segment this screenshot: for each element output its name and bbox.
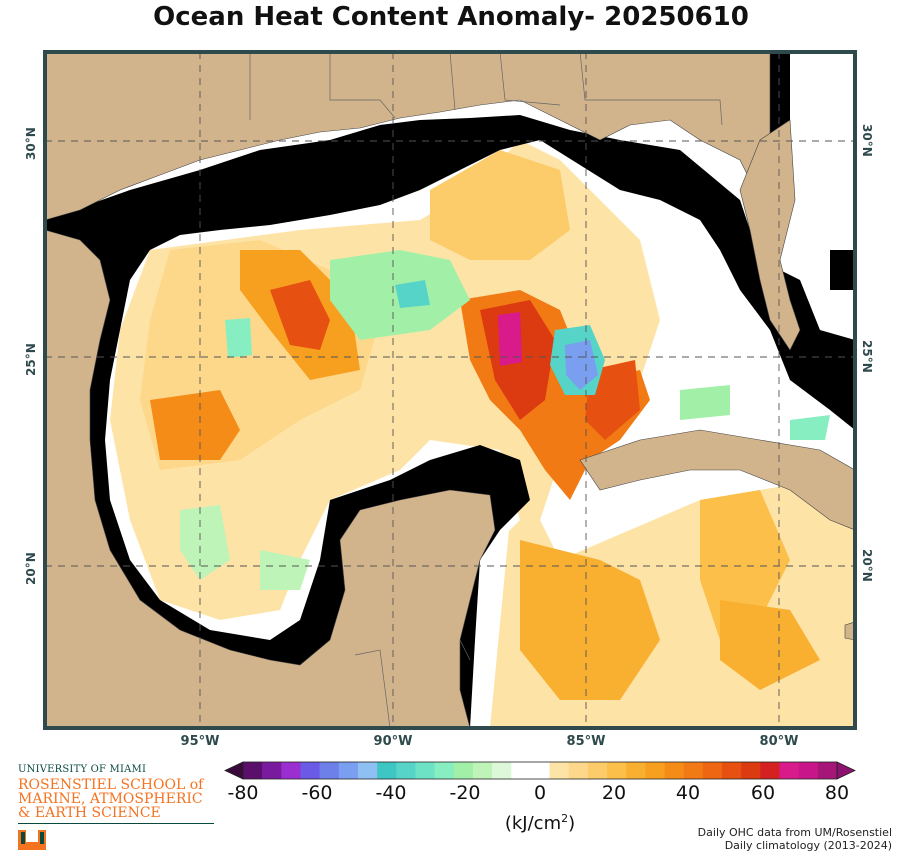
colorbar-swatch: [319, 762, 340, 779]
lat-label-25n-right: 25°N: [860, 340, 874, 373]
colorbar-swatch: [338, 762, 359, 779]
colorbar-swatch: [741, 762, 761, 779]
colorbar-swatch: [492, 762, 512, 779]
lat-label-30n-left: 30°N: [24, 127, 38, 160]
graticule: [45, 52, 855, 728]
colorbar-swatch: [568, 762, 589, 779]
map-title: Ocean Heat Content Anomaly- 20250610: [153, 2, 749, 32]
lon-label-85w: 85°W: [566, 734, 606, 749]
colorbar-swatch: [357, 762, 378, 779]
colorbar-arrow-high: [836, 761, 856, 780]
school-name: ROSENSTIEL SCHOOL of MARINE, ATMOSPHERIC…: [18, 777, 204, 821]
map-frame: [43, 50, 857, 730]
colorbar-arrow-low: [224, 761, 244, 780]
colorbar-units: (kJ/cm2): [504, 812, 576, 834]
colorbar-swatch: [281, 762, 301, 779]
university-name: UNIVERSITY OF MIAMI: [18, 764, 147, 775]
colorbar-swatch: [453, 762, 474, 779]
lon-label-90w: 90°W: [373, 734, 413, 749]
colorbar-swatch: [645, 762, 665, 779]
colorbar-swatch: [779, 762, 799, 779]
colorbar-swatch: [607, 762, 627, 779]
colorbar-swatch: [396, 762, 416, 779]
colorbar-swatch: [760, 762, 780, 779]
state-borders: [249, 52, 723, 728]
colorbar-tick-20: 20: [601, 782, 627, 804]
credit-line-2: Daily climatology (2013-2024): [724, 839, 892, 852]
lon-label-80w: 80°W: [759, 734, 799, 749]
logo-divider: [18, 823, 214, 824]
colorbar-tick-m80: -80: [227, 782, 259, 804]
colorbar-tick-80: 80: [824, 782, 850, 804]
colorbar-swatch: [626, 762, 646, 779]
colorbar-tick-m40: -40: [375, 782, 407, 804]
colorbar-tick-0: 0: [533, 782, 547, 804]
lat-label-25n-left: 25°N: [24, 343, 38, 376]
colorbar-swatch: [664, 762, 685, 779]
colorbar-swatch: [262, 762, 282, 779]
colorbar-swatch: [798, 762, 819, 779]
colorbar-swatch: [722, 762, 742, 779]
colorbar-swatch: [817, 762, 838, 779]
lat-label-20n-left: 20°N: [24, 552, 38, 585]
credit-line-1: Daily OHC data from UM/Rosenstiel: [697, 826, 892, 839]
colorbar-tick-60: 60: [750, 782, 776, 804]
colorbar-swatch: [587, 762, 608, 779]
colorbar-swatch: [530, 762, 550, 779]
land: [45, 52, 855, 728]
colorbar-swatch: [511, 762, 531, 779]
colorbar: [224, 761, 856, 780]
colorbar-swatch: [434, 762, 455, 779]
colorbar-swatch: [300, 762, 320, 779]
lon-label-95w: 95°W: [180, 734, 220, 749]
colorbar-outline: [242, 761, 838, 780]
lat-label-20n-right: 20°N: [860, 549, 874, 582]
colorbar-tick-m60: -60: [301, 782, 333, 804]
colorbar-swatch: [415, 762, 435, 779]
colorbar-swatch: [472, 762, 493, 779]
colorbar-swatch: [549, 762, 570, 779]
colorbar-swatch: [683, 762, 704, 779]
colorbar-tick-m20: -20: [449, 782, 481, 804]
data-credit: Daily OHC data from UM/Rosenstiel Daily …: [698, 826, 892, 852]
university-u-logo: [18, 830, 46, 850]
lat-label-30n-right: 30°N: [860, 124, 874, 157]
colorbar-swatch: [702, 762, 723, 779]
colorbar-swatch: [243, 762, 263, 779]
colorbar-swatch: [377, 762, 397, 779]
anomaly-field: [110, 140, 855, 728]
colorbar-tick-40: 40: [675, 782, 701, 804]
